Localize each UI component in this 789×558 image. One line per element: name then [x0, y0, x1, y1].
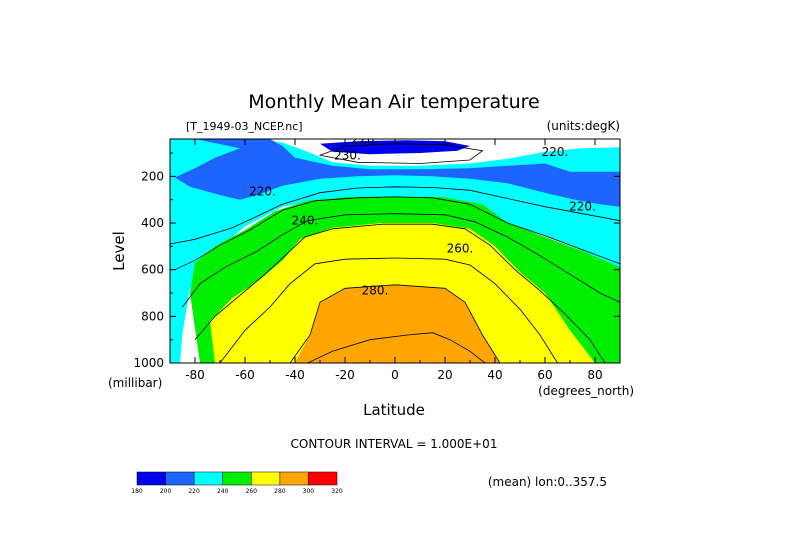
- region-200-220: [175, 139, 620, 207]
- contour-line-240: [174, 196, 620, 271]
- colorbar-label: 320: [331, 488, 343, 495]
- contour-label: 230.: [334, 148, 361, 162]
- y-tick-label: 400: [141, 216, 164, 230]
- x-tick-label: -80: [185, 368, 205, 382]
- colorbar-swatch: [165, 471, 195, 486]
- x-axis-ticks: -80 -60 -40 -20 0 20 40 60 80: [169, 139, 621, 382]
- x-unit-label: (degrees_north): [538, 384, 634, 398]
- colorbar-label: 220: [188, 488, 200, 495]
- contour-line-290: [307, 332, 486, 363]
- contour-line-280: [289, 284, 501, 363]
- contour-label: 280.: [362, 284, 389, 298]
- contour-labels: 220. 230. 220. 220. 220. 240. 260. 280.: [249, 132, 596, 298]
- contour-line-260: [194, 223, 606, 363]
- region-180-200: [320, 140, 470, 155]
- contour-label: 220.: [569, 200, 596, 214]
- y-axis-ticks: 200 400 600 800 1000: [133, 152, 620, 370]
- x-tick-label: -40: [285, 368, 305, 382]
- colorbar-swatch: [308, 471, 338, 486]
- colorbar-label: 300: [303, 488, 315, 495]
- x-tick-label: 0: [391, 368, 399, 382]
- colorbar-label: 260: [246, 488, 258, 495]
- colorbar-swatch: [136, 471, 166, 486]
- colorbar-swatch: [222, 471, 252, 486]
- x-tick-label: 60: [537, 368, 552, 382]
- x-tick-label: 80: [587, 368, 602, 382]
- colorbar-label: 200: [160, 488, 172, 495]
- contour-line-220: [170, 186, 620, 245]
- colorbar-swatch: [251, 471, 281, 486]
- contour-label: 220.: [249, 185, 276, 199]
- contour-label: 220.: [542, 145, 569, 159]
- colorbar: 180 200 220 240 260 280 300 320: [131, 471, 343, 495]
- contour-line-230: [318, 143, 484, 164]
- y-tick-label: 800: [141, 309, 164, 323]
- y-axis-label: Level: [110, 231, 128, 271]
- contour-lines: [170, 143, 620, 363]
- colorbar-label: 180: [131, 488, 143, 495]
- filled-contour-regions: [170, 139, 620, 363]
- contour-interval-label: CONTOUR INTERVAL = 1.000E+01: [291, 437, 498, 451]
- contour-plot-area: 220. 230. 220. 220. 220. 240. 260. 280.: [170, 132, 620, 363]
- region-220-240: [170, 139, 620, 363]
- region-280-300: [295, 284, 500, 363]
- x-tick-label: -20: [335, 368, 355, 382]
- y-tick-label: 1000: [133, 356, 164, 370]
- contour-line-250: [182, 213, 620, 308]
- file-label: [T_1949-03_NCEP.nc]: [186, 120, 303, 133]
- colorbar-label: 240: [217, 488, 229, 495]
- x-axis-label: Latitude: [363, 401, 425, 419]
- contour-label: 240.: [292, 214, 319, 228]
- chart-title: Monthly Mean Air temperature: [248, 91, 539, 113]
- y-unit-label: (millibar): [108, 376, 162, 390]
- contour-label: 220.: [352, 132, 379, 146]
- colorbar-swatch: [193, 471, 223, 486]
- units-label: (units:degK): [547, 119, 620, 133]
- x-tick-label: 20: [437, 368, 452, 382]
- colorbar-label: 280: [274, 488, 286, 495]
- colorbar-swatch: [279, 471, 309, 486]
- x-tick-label: -60: [235, 368, 255, 382]
- y-tick-label: 600: [141, 263, 164, 277]
- x-tick-label: 40: [487, 368, 502, 382]
- y-tick-label: 200: [141, 169, 164, 183]
- mean-label: (mean) lon:0..357.5: [488, 475, 607, 489]
- contour-label: 260.: [447, 242, 474, 256]
- contour-line-270: [219, 257, 558, 363]
